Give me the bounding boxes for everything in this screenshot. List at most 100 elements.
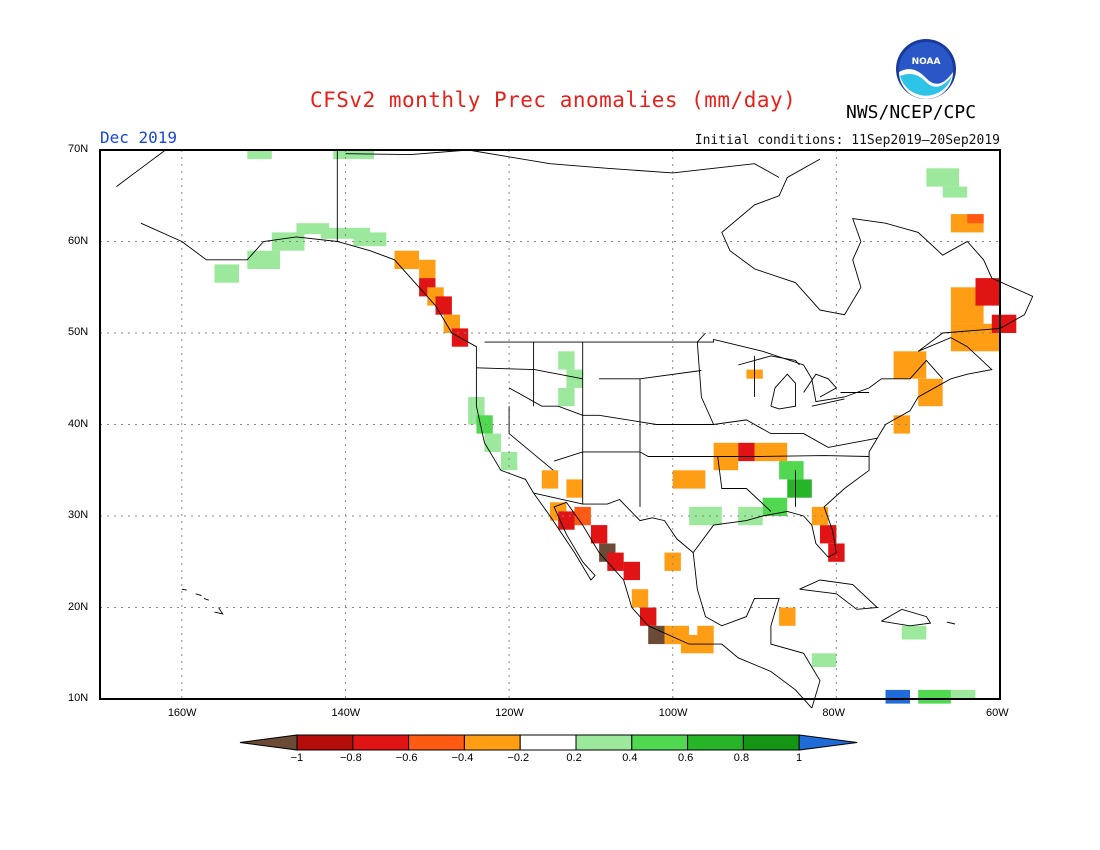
- anomaly-cell: [738, 442, 755, 462]
- coastline-segment: [946, 621, 956, 625]
- lat-tick-label: 30N: [68, 509, 89, 521]
- colorbar-label: 1: [796, 752, 803, 764]
- coastline-segment: [692, 158, 1034, 709]
- colorbar-label: −0.6: [395, 752, 418, 764]
- lat-tick-label: 20N: [68, 600, 89, 613]
- initial-conditions: Initial conditions: 11Sep2019–20Sep2019: [694, 133, 1000, 148]
- colorbar-label: 0.6: [678, 752, 694, 764]
- anomaly-cell: [885, 689, 910, 704]
- anomaly-cell: [419, 259, 436, 279]
- logo-text: NOAA: [912, 57, 941, 67]
- anomaly-cell: [918, 689, 951, 704]
- colorbar-swatch: [742, 734, 800, 751]
- coastline-segment: [533, 492, 694, 553]
- lat-tick-label: 40N: [68, 417, 89, 430]
- colorbar-swatch: [352, 734, 410, 751]
- anomaly-cell: [590, 525, 608, 544]
- colorbar-label: 0.2: [566, 752, 582, 764]
- colorbar: [239, 734, 858, 751]
- coastline-segment: [717, 456, 772, 512]
- coastline-segment: [508, 406, 554, 471]
- anomaly-cell: [697, 625, 714, 645]
- lat-tick-label: 70N: [68, 143, 89, 155]
- anomaly-cell: [991, 314, 1017, 333]
- noaa-logo-icon: NOAA: [896, 39, 956, 99]
- anomaly-cell: [787, 479, 812, 498]
- map-frame: [99, 149, 1001, 700]
- anomaly-cell: [623, 561, 640, 581]
- anomaly-cell: [566, 369, 583, 388]
- anomaly-cell: [607, 552, 624, 571]
- anomaly-cell: [664, 552, 681, 571]
- coastline-segment: [203, 597, 209, 601]
- agency-label: NWS/NCEP/CPC: [846, 102, 977, 123]
- anomaly-cell: [901, 625, 927, 640]
- anomaly-cell: [435, 296, 452, 315]
- anomaly-cell: [754, 442, 788, 462]
- anomaly-cell: [500, 451, 518, 471]
- anomaly-cell: [811, 506, 829, 526]
- lat-tick-label: 50N: [68, 326, 89, 338]
- anomaly-cell: [541, 470, 559, 489]
- anomaly-cell: [320, 227, 370, 239]
- coastline-segment: [696, 342, 715, 425]
- colorbar-swatch: [687, 734, 744, 751]
- colorbar-swatch: [631, 734, 689, 751]
- colorbar-swatch: [575, 734, 633, 751]
- lon-tick-label: 80W: [822, 707, 845, 719]
- anomaly-cell: [574, 506, 591, 526]
- coastline-segment: [140, 222, 813, 709]
- lat-tick-label: 10N: [68, 692, 89, 704]
- anomaly-cell: [484, 433, 501, 452]
- coastline-segment: [195, 593, 202, 597]
- anomaly-cell: [689, 506, 722, 526]
- coastline-segment: [116, 149, 166, 187]
- anomaly-cell: [648, 625, 665, 645]
- target-month: Dec 2019: [100, 128, 178, 147]
- lon-tick-label: 60W: [986, 707, 1009, 719]
- coastline-segment: [553, 451, 870, 462]
- anomaly-cell: [247, 150, 272, 160]
- lon-tick-label: 160W: [167, 707, 197, 719]
- colorbar-swatch: [408, 734, 465, 751]
- coastline-segment: [214, 607, 224, 615]
- anomaly-cell: [779, 607, 796, 626]
- colorbar-label: −0.4: [451, 752, 474, 764]
- coastline-segment: [799, 579, 879, 610]
- lon-tick-label: 120W: [495, 707, 524, 719]
- anomaly-cell: [558, 351, 575, 370]
- colorbar-label: −1: [290, 752, 304, 764]
- anomaly-cell: [975, 278, 1000, 306]
- anomaly-cell: [950, 689, 976, 699]
- lon-tick-label: 140W: [331, 707, 361, 719]
- colorbar-arrow-right: [798, 734, 858, 751]
- coastline-segment: [803, 373, 838, 398]
- coastlines: [116, 149, 1034, 709]
- anomaly-cell: [247, 250, 280, 269]
- anomaly-cells: [214, 150, 1017, 704]
- anomaly-cell: [893, 415, 910, 434]
- anomaly-cell: [214, 264, 239, 283]
- anomaly-cell: [631, 589, 649, 608]
- anomaly-cell: [333, 150, 375, 160]
- coastline-segment: [811, 398, 845, 407]
- anomaly-cell: [811, 653, 837, 667]
- colorbar-label: 0.4: [622, 752, 638, 764]
- colorbar-swatch: [296, 734, 354, 751]
- lon-tick-label: 100W: [658, 707, 688, 719]
- anomaly-cell: [640, 607, 657, 626]
- anomaly-cell: [672, 470, 706, 489]
- colorbar-swatch: [463, 734, 521, 751]
- chart-title: CFSv2 monthly Prec anomalies (mm/day): [310, 88, 797, 112]
- coastline-segment: [881, 608, 932, 627]
- graticule: [100, 150, 1000, 699]
- colorbar-arrow-left: [239, 734, 298, 751]
- coastline-segment: [181, 588, 187, 591]
- colorbar-label: 0.8: [733, 752, 750, 764]
- coastline-segment: [476, 367, 583, 380]
- coastline-segment: [345, 149, 780, 178]
- anomaly-cell: [779, 461, 804, 480]
- anomaly-cell: [353, 232, 387, 247]
- coastline-segment: [484, 338, 944, 403]
